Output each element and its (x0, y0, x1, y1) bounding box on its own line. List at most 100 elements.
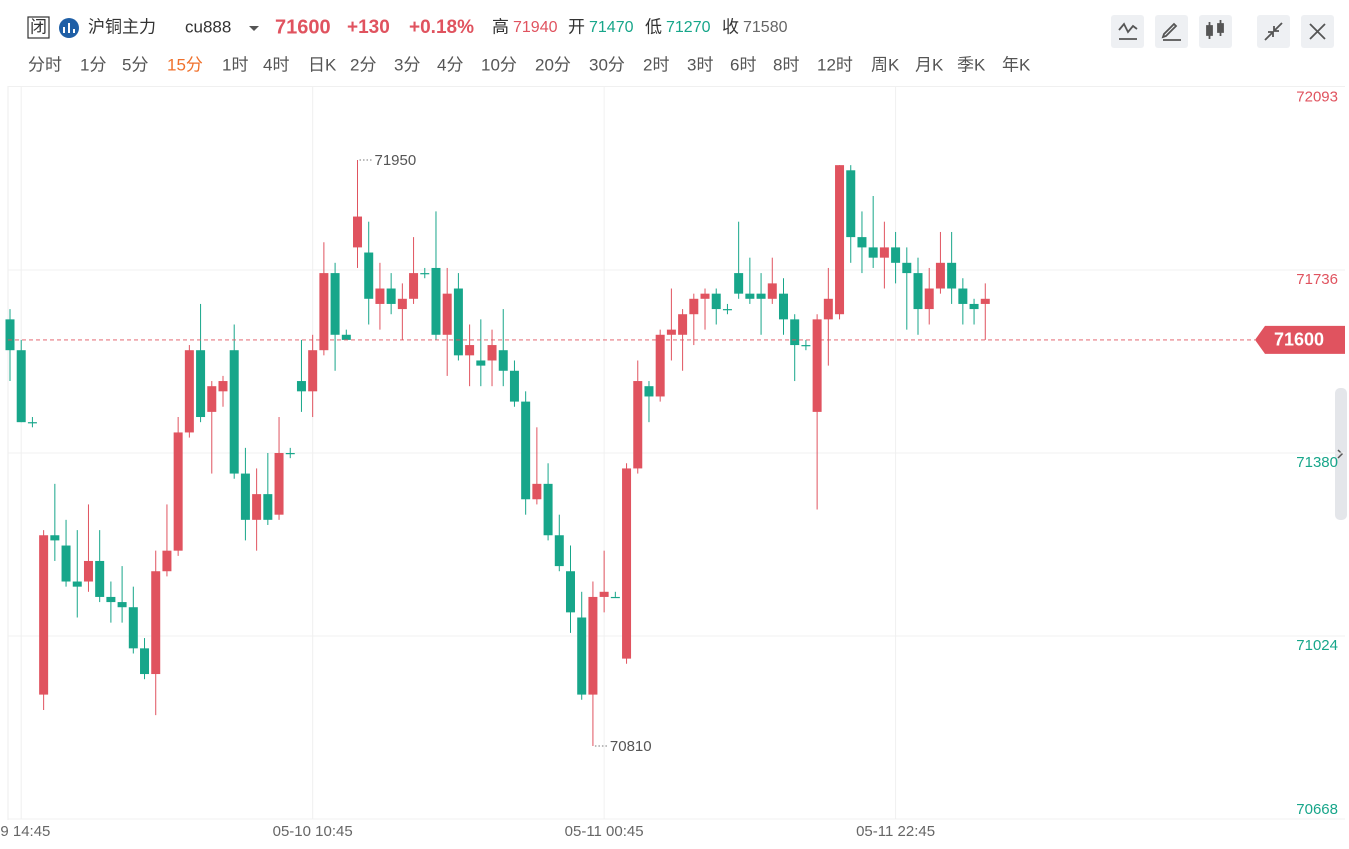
candle-body (622, 468, 632, 659)
candle-body (969, 303, 979, 310)
candle-body (39, 535, 49, 695)
high-label: 高 (492, 17, 509, 36)
candle-body (330, 273, 340, 335)
period-tab[interactable]: 6时 (730, 55, 756, 74)
candle-body (27, 422, 37, 424)
x-tick-label: 09 14:45 (0, 823, 50, 840)
period-tab[interactable]: 季K (957, 55, 986, 74)
candle-body (386, 288, 396, 304)
candle-body (218, 381, 228, 392)
candle-body (879, 247, 889, 258)
candle-body (308, 350, 318, 392)
candle-body (566, 571, 575, 613)
period-tab[interactable]: 月K (915, 55, 944, 74)
candle-body (902, 262, 912, 274)
period-tab[interactable]: 日K (308, 55, 337, 74)
candle-body (868, 247, 878, 258)
candle-body (543, 483, 553, 536)
candle-body (778, 293, 788, 320)
y-tick-label: 71380 (1296, 454, 1338, 471)
period-tab[interactable]: 2分 (350, 55, 376, 74)
candle-body (173, 432, 183, 551)
candle-body (50, 535, 60, 541)
candle-body (319, 273, 329, 351)
period-tab[interactable]: 3时 (687, 55, 713, 74)
candle-body (375, 288, 385, 304)
candle-body (252, 494, 262, 520)
period-tab[interactable]: 年K (1002, 55, 1031, 74)
candle-body (958, 288, 968, 304)
period-tab[interactable]: 30分 (589, 55, 625, 74)
change-pct: +0.18% (409, 17, 474, 38)
code[interactable]: cu888 (185, 17, 231, 36)
last-price-tag (1255, 325, 1345, 354)
y-tick-label: 70668 (1296, 801, 1338, 818)
candle-body (196, 350, 206, 418)
candle-body (610, 596, 620, 599)
period-tab[interactable]: 1分 (80, 55, 106, 74)
candle-body (678, 314, 688, 335)
period-tab[interactable]: 10分 (481, 55, 517, 74)
change: +130 (347, 17, 390, 38)
period-tab[interactable]: 5分 (122, 55, 148, 74)
period-tab[interactable]: 8时 (773, 55, 799, 74)
candle-body (532, 483, 542, 500)
status: 闭 (30, 17, 47, 36)
last-price-tag-label: 71600 (1274, 330, 1324, 350)
candle-body (285, 453, 295, 455)
candle-body (207, 386, 217, 412)
candle-body (756, 293, 766, 299)
candle-body (554, 535, 564, 567)
period-tab[interactable]: 3分 (394, 55, 420, 74)
button[interactable] (1199, 15, 1232, 48)
candle-body (72, 581, 82, 587)
candle-body (745, 293, 755, 299)
candle-body (465, 345, 475, 356)
candle-body (117, 602, 127, 608)
icon (1264, 22, 1283, 41)
y-tick-label: 72093 (1296, 88, 1338, 105)
candle-body (487, 345, 497, 361)
x-tick-label: 05-11 22:45 (856, 823, 935, 840)
logo-bars (63, 23, 75, 33)
candle-body (431, 267, 441, 335)
x-tick-label: 05-11 00:45 (565, 823, 644, 840)
candle-body (364, 252, 374, 299)
period-tab[interactable]: 12时 (817, 55, 853, 74)
period-tab[interactable]: 2时 (643, 55, 669, 74)
candle-body (913, 273, 923, 310)
period-tab[interactable]: 1时 (222, 55, 248, 74)
period-tab[interactable]: 20分 (535, 55, 571, 74)
candle-body (274, 453, 284, 515)
candle-body (409, 273, 419, 299)
icon (1118, 22, 1138, 40)
candle-body (16, 350, 26, 423)
candle-body (353, 216, 363, 248)
low-value: 71270 (666, 19, 711, 36)
period-tab[interactable]: 4分 (437, 55, 463, 74)
candle-body (857, 237, 867, 248)
candle-body (397, 298, 407, 310)
period-tab[interactable]: 15分 (167, 55, 203, 74)
icon (1206, 20, 1224, 39)
period-tab[interactable]: 周K (871, 55, 900, 74)
dropdown-arrow[interactable] (249, 26, 259, 31)
candle-body (655, 334, 665, 397)
candle-body (229, 350, 239, 474)
candle-body (263, 494, 273, 520)
candle-body (162, 550, 172, 572)
candle-body (947, 262, 957, 289)
period-tab[interactable]: 4时 (263, 55, 289, 74)
last-price: 71600 (275, 16, 331, 38)
y-tick-label: 71736 (1296, 271, 1338, 288)
name[interactable]: 沪铜主力 (88, 17, 156, 36)
open-label: 开 (568, 17, 585, 36)
candle-body (801, 345, 811, 347)
period-tab[interactable]: 分时 (28, 55, 62, 74)
candle-body (577, 617, 587, 695)
candle-body (128, 607, 138, 649)
candle-body (442, 293, 452, 335)
prev-label: 收 (722, 17, 739, 36)
candle-body (711, 293, 721, 310)
high-value: 71940 (513, 19, 558, 36)
